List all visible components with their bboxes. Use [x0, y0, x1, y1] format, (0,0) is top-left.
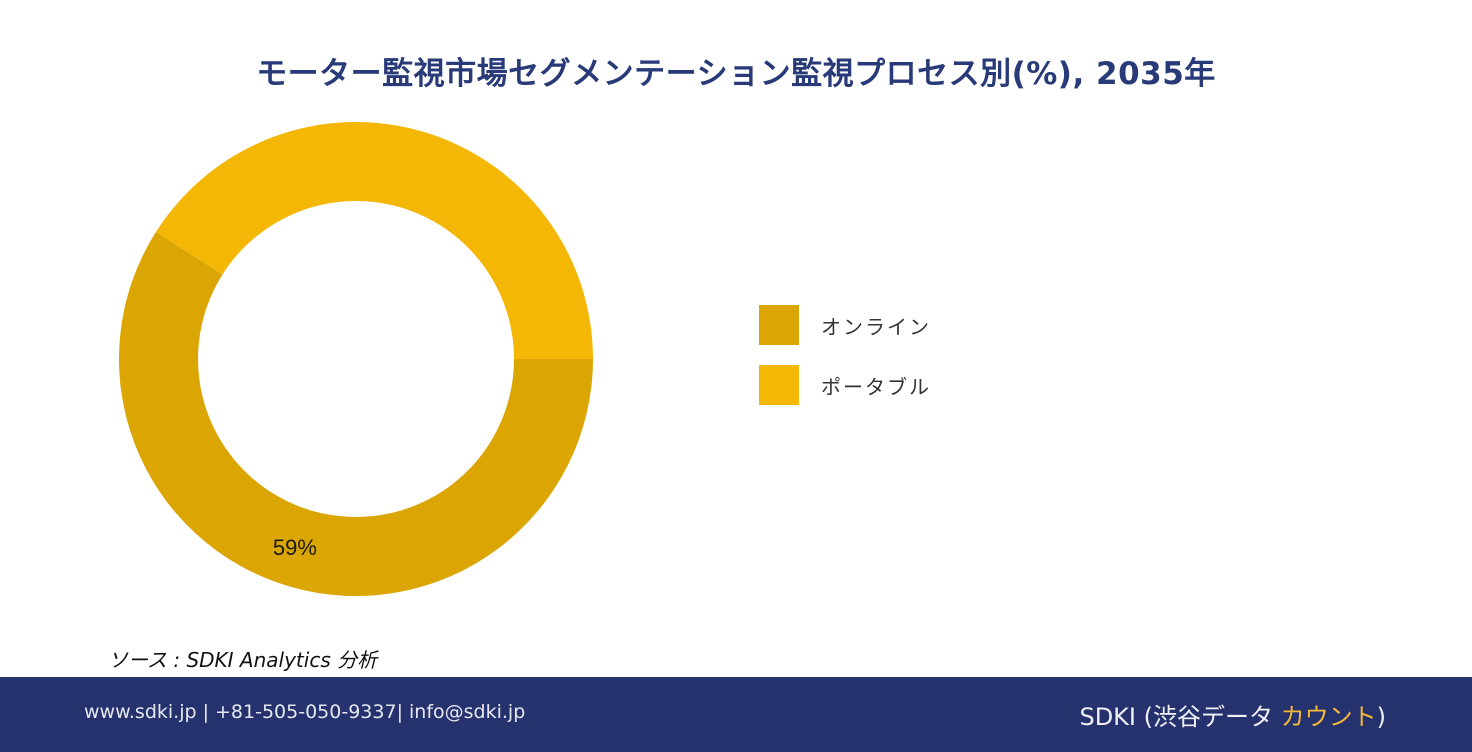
- chart-legend: オンライン ポータブル: [759, 305, 931, 425]
- footer-brand: SDKI (渋谷データ カウント): [1079, 697, 1386, 732]
- source-note: ソース : SDKI Analytics 分析: [108, 648, 378, 672]
- footer-brand-accent: カウント: [1280, 703, 1377, 731]
- donut-slice-online: [118, 232, 594, 597]
- legend-swatch-portable: [759, 365, 799, 405]
- legend-label-portable: ポータブル: [821, 374, 931, 399]
- legend-item-portable: ポータブル: [759, 365, 931, 405]
- donut-slice-portable: [155, 122, 593, 359]
- chart-title: モーター監視市場セグメンテーション監視プロセス別(%), 2035年: [256, 56, 1216, 92]
- footer-brand-suffix: ): [1376, 703, 1386, 731]
- donut-chart: [118, 122, 594, 597]
- legend-label-online: オンライン: [821, 314, 931, 339]
- donut-label-online: 59%: [272, 534, 317, 560]
- footer-bar: www.sdki.jp | +81-505-050-9337| info@sdk…: [0, 677, 1472, 752]
- legend-swatch-online: [759, 305, 799, 345]
- legend-item-online: オンライン: [759, 305, 931, 345]
- footer-contact: www.sdki.jp | +81-505-050-9337| info@sdk…: [84, 701, 526, 723]
- footer-brand-prefix: SDKI (渋谷データ: [1079, 703, 1281, 731]
